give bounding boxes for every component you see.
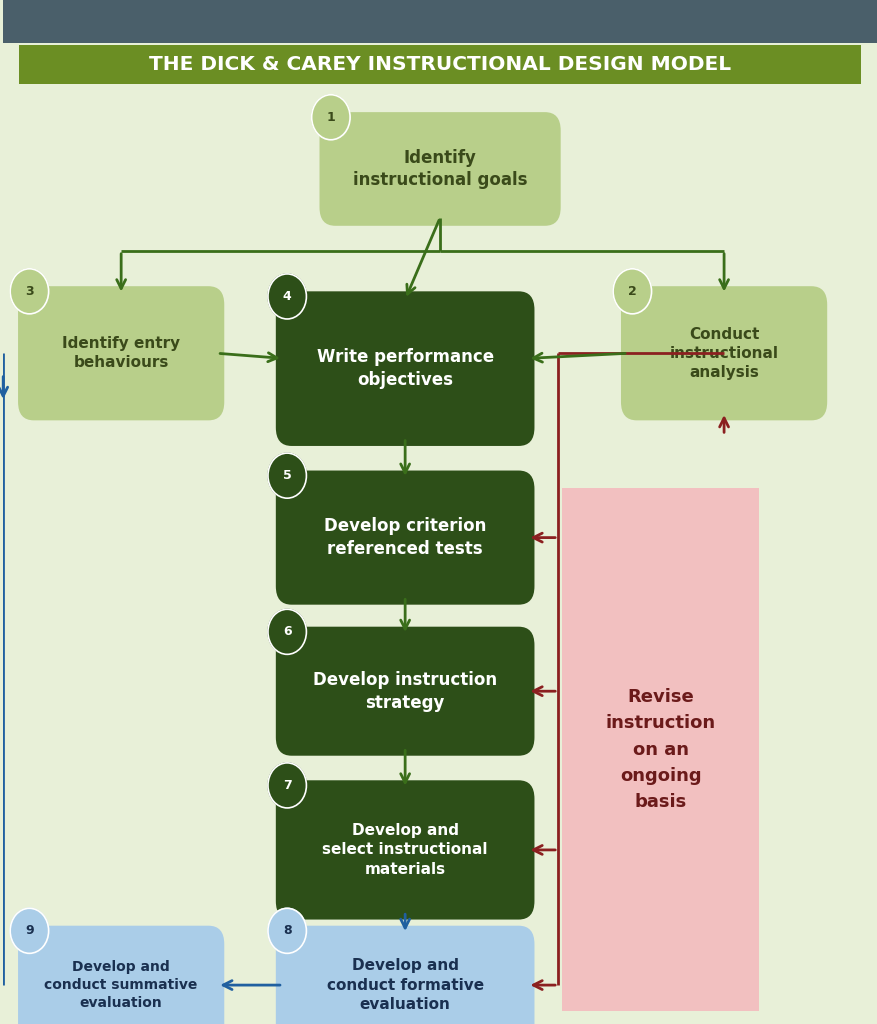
Circle shape (613, 268, 652, 313)
FancyBboxPatch shape (18, 926, 225, 1024)
Text: 6: 6 (283, 626, 291, 638)
FancyBboxPatch shape (19, 45, 861, 84)
Text: 4: 4 (282, 290, 291, 303)
FancyBboxPatch shape (276, 471, 534, 604)
Text: 5: 5 (282, 469, 291, 482)
Text: Develop instruction
strategy: Develop instruction strategy (313, 671, 497, 712)
FancyBboxPatch shape (4, 0, 877, 43)
Text: 2: 2 (628, 285, 637, 298)
Circle shape (268, 609, 306, 654)
Text: Develop and
conduct summative
evaluation: Develop and conduct summative evaluation (45, 961, 198, 1010)
Text: 7: 7 (282, 779, 291, 792)
Text: Write performance
objectives: Write performance objectives (317, 348, 494, 389)
Text: 8: 8 (283, 925, 291, 937)
FancyBboxPatch shape (276, 926, 534, 1024)
Text: 3: 3 (25, 285, 33, 298)
Text: Conduct
instructional
analysis: Conduct instructional analysis (669, 327, 779, 380)
FancyBboxPatch shape (621, 286, 827, 420)
Circle shape (268, 273, 306, 319)
FancyBboxPatch shape (276, 291, 534, 446)
Circle shape (268, 763, 306, 808)
FancyBboxPatch shape (562, 488, 759, 1011)
Circle shape (11, 908, 48, 953)
Text: Revise
instruction
on an
ongoing
basis: Revise instruction on an ongoing basis (606, 688, 716, 811)
Text: THE DICK & CAREY INSTRUCTIONAL DESIGN MODEL: THE DICK & CAREY INSTRUCTIONAL DESIGN MO… (149, 55, 731, 74)
FancyBboxPatch shape (319, 113, 560, 226)
Circle shape (11, 268, 48, 313)
Circle shape (311, 95, 350, 140)
Circle shape (268, 908, 306, 953)
FancyBboxPatch shape (276, 627, 534, 756)
Text: Develop criterion
referenced tests: Develop criterion referenced tests (324, 517, 487, 558)
Text: 1: 1 (326, 111, 335, 124)
Text: Develop and
select instructional
materials: Develop and select instructional materia… (323, 823, 488, 877)
Text: Identify entry
behaviours: Identify entry behaviours (62, 336, 181, 371)
Text: Develop and
conduct formative
evaluation: Develop and conduct formative evaluation (326, 958, 484, 1012)
Text: 9: 9 (25, 925, 33, 937)
Text: Identify
instructional goals: Identify instructional goals (353, 148, 527, 189)
FancyBboxPatch shape (18, 286, 225, 420)
FancyBboxPatch shape (276, 780, 534, 920)
Circle shape (268, 453, 306, 499)
